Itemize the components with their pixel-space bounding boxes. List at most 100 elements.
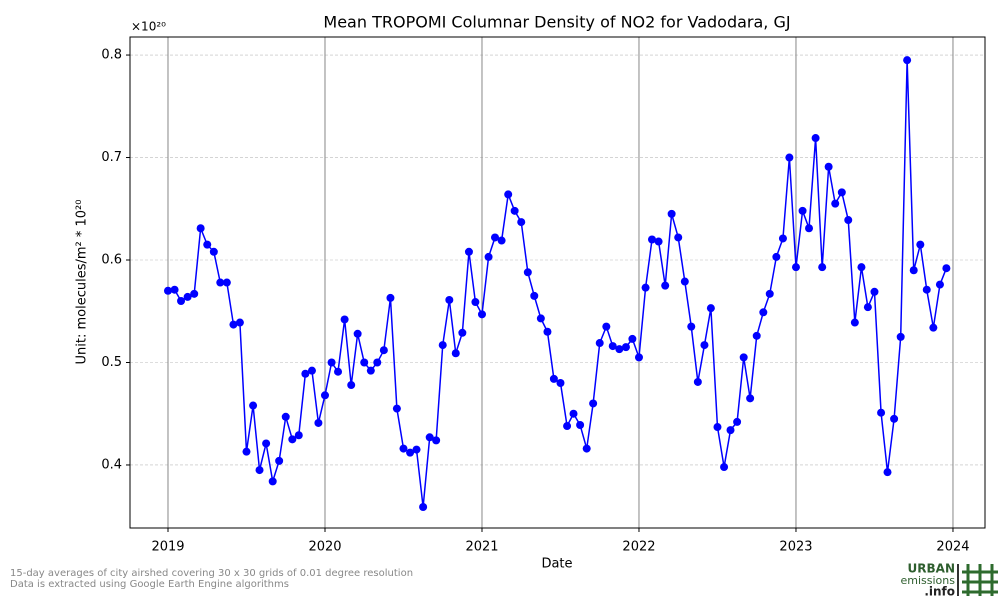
point xyxy=(366,366,375,375)
point xyxy=(850,318,859,327)
logo-hash xyxy=(962,564,998,596)
plot-frame xyxy=(129,36,986,529)
point xyxy=(621,343,630,352)
logo-text: .info xyxy=(924,585,955,599)
point xyxy=(281,412,290,421)
point xyxy=(877,408,886,417)
point xyxy=(504,190,513,199)
point xyxy=(680,277,689,286)
x-tick-label: 2022 xyxy=(622,540,655,555)
point xyxy=(294,431,303,440)
point xyxy=(327,358,336,367)
point xyxy=(203,240,212,249)
point xyxy=(177,296,186,305)
point xyxy=(543,327,552,336)
point xyxy=(406,448,415,457)
point xyxy=(530,291,539,300)
point xyxy=(360,358,369,367)
x-tick-label: 2020 xyxy=(308,540,341,555)
point xyxy=(942,264,951,273)
point xyxy=(183,292,192,301)
footnote: Data is extracted using Google Earth Eng… xyxy=(10,579,289,590)
point xyxy=(805,224,814,233)
footnote: 15-day averages of city airshed covering… xyxy=(10,568,413,579)
x-tick-label: 2019 xyxy=(151,540,184,555)
point xyxy=(896,332,905,341)
point xyxy=(536,314,545,323)
point xyxy=(909,266,918,275)
point xyxy=(752,331,761,340)
point xyxy=(706,304,715,313)
point xyxy=(687,322,696,331)
point xyxy=(582,444,591,453)
point xyxy=(262,439,271,448)
point xyxy=(399,444,408,453)
point xyxy=(726,426,735,435)
point xyxy=(373,358,382,367)
series-line xyxy=(167,60,948,508)
point xyxy=(563,422,572,431)
x-tick-label: 2023 xyxy=(779,540,812,555)
point xyxy=(857,263,866,272)
point xyxy=(700,341,709,350)
y-tick-label: 0.6 xyxy=(101,253,122,268)
logo-text: emissions xyxy=(901,574,956,587)
x-axis-label: Date xyxy=(541,557,572,572)
x-tick-label: 2024 xyxy=(936,540,969,555)
point xyxy=(196,224,205,233)
point xyxy=(353,329,362,338)
point xyxy=(471,298,480,307)
point xyxy=(713,423,722,432)
point xyxy=(595,339,604,348)
point xyxy=(785,153,794,162)
point xyxy=(654,237,663,246)
point xyxy=(916,240,925,249)
point xyxy=(314,418,323,427)
point xyxy=(661,281,670,290)
point xyxy=(837,188,846,197)
point xyxy=(549,374,558,383)
point xyxy=(929,323,938,332)
point xyxy=(477,310,486,319)
point xyxy=(648,235,657,244)
point xyxy=(903,56,912,65)
point xyxy=(464,247,473,256)
y-tick-label: 0.5 xyxy=(101,355,122,370)
point xyxy=(209,247,218,256)
point xyxy=(275,456,284,465)
point xyxy=(831,199,840,208)
point xyxy=(778,234,787,243)
point xyxy=(569,409,578,418)
point xyxy=(163,286,172,295)
point xyxy=(425,433,434,442)
logo: URBAN emissions .info xyxy=(901,562,998,599)
point xyxy=(733,417,742,426)
point xyxy=(818,263,827,272)
point xyxy=(242,447,251,456)
point xyxy=(347,381,356,390)
x-tick-label: 2021 xyxy=(465,540,498,555)
point xyxy=(445,295,454,304)
logo-text: URBAN xyxy=(908,562,955,576)
point xyxy=(451,349,460,358)
point xyxy=(720,463,729,472)
point xyxy=(491,233,500,242)
y-axis-label: Unit: molecules/m² * 10²⁰ xyxy=(75,200,90,365)
point xyxy=(739,353,748,362)
point xyxy=(935,280,944,289)
point xyxy=(746,394,755,403)
point xyxy=(890,414,899,423)
point xyxy=(589,399,598,408)
point xyxy=(844,216,853,225)
point xyxy=(320,391,329,400)
point xyxy=(556,378,565,387)
point xyxy=(340,315,349,324)
point xyxy=(229,320,238,329)
point xyxy=(307,366,316,375)
point xyxy=(190,289,199,298)
point xyxy=(608,342,617,351)
y-tick-label: 0.4 xyxy=(101,457,122,472)
point xyxy=(798,206,807,215)
point xyxy=(517,218,526,227)
